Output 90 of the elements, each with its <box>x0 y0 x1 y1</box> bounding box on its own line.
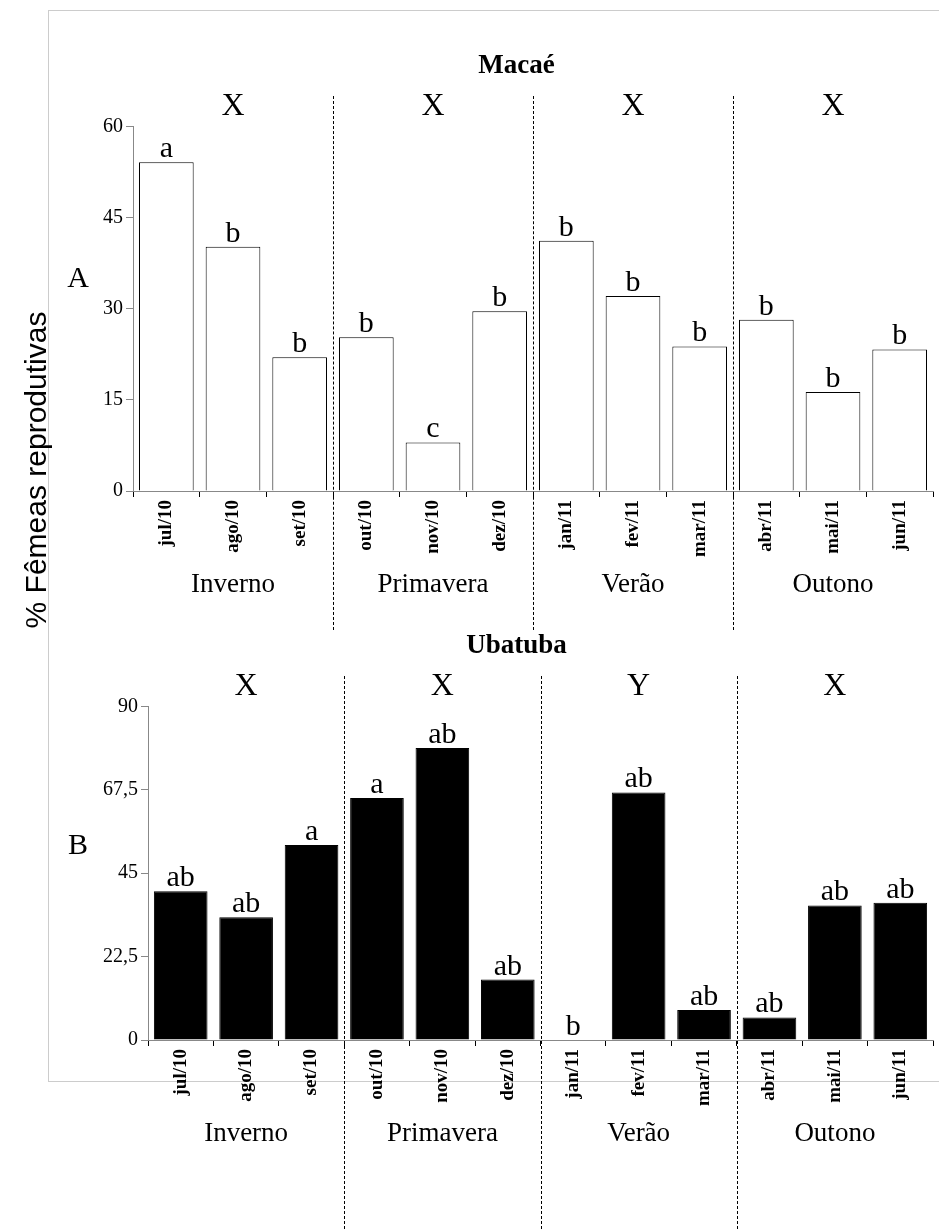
annotation: c <box>426 410 440 444</box>
x-tick-label: set/10 <box>299 1049 321 1096</box>
text: A <box>67 260 90 294</box>
y-tick-label: 0 <box>113 478 123 501</box>
x-tick-label: nov/10 <box>430 1049 452 1103</box>
text: X <box>430 665 454 702</box>
x-tick-label: abr/11 <box>757 1049 779 1101</box>
text: X <box>821 85 845 122</box>
annotation: ab <box>166 859 195 893</box>
y-tick-label: 45 <box>103 204 123 227</box>
annotation: a <box>370 765 384 799</box>
y-tick-label: 22,5 <box>103 943 138 966</box>
annotation: b <box>225 214 241 248</box>
x-tick-label: jun/11 <box>888 1049 910 1101</box>
annotation: ab <box>820 873 850 907</box>
y-axis-title: % Fêmeas reprodutivas <box>19 311 53 629</box>
chart-title: Macaé <box>478 49 555 80</box>
y-tick-label: 90 <box>118 693 138 716</box>
bar <box>219 917 273 1040</box>
text: X <box>421 85 445 122</box>
y-tick-label: 60 <box>103 113 123 136</box>
bar <box>415 747 470 1040</box>
x-tick-label: dez/10 <box>495 1049 517 1101</box>
text: X <box>823 665 847 702</box>
x-tick-label: jul/10 <box>168 1049 190 1097</box>
text: X <box>221 85 245 122</box>
x-tick-label: abr/11 <box>754 500 776 552</box>
text: B <box>67 827 89 861</box>
x-tick-label: mar/11 <box>691 1049 713 1107</box>
text: Outono <box>792 568 874 599</box>
text: Verão <box>607 1117 671 1148</box>
bar <box>677 1009 731 1040</box>
x-tick-label: out/10 <box>364 1049 386 1100</box>
chart-title: Ubatuba <box>466 629 568 660</box>
bar <box>873 902 928 1040</box>
text: Inverno <box>204 1117 289 1148</box>
text: Primavera <box>377 568 489 599</box>
bar <box>350 797 404 1040</box>
annotation: b <box>558 208 574 242</box>
text: Primavera <box>386 1117 498 1148</box>
annotation: ab <box>886 870 915 904</box>
x-tick-label: jan/11 <box>561 1049 583 1100</box>
bar <box>742 1017 797 1040</box>
annotation: b <box>358 305 374 339</box>
annotation: ab <box>428 715 457 749</box>
annotation: ab <box>493 947 522 981</box>
bar <box>284 845 339 1040</box>
bar <box>808 905 862 1040</box>
text: Outono <box>794 1117 876 1148</box>
text: Inverno <box>191 568 275 599</box>
annotation: b <box>292 325 308 359</box>
bar <box>153 891 208 1040</box>
annotation: ab <box>689 977 719 1011</box>
x-tick-label: jan/11 <box>554 500 576 551</box>
annotation: b <box>565 1008 581 1042</box>
x-tick-label: nov/10 <box>420 500 442 554</box>
y-tick-label: 30 <box>103 295 123 318</box>
y-tick-label: 0 <box>128 1027 138 1050</box>
text: X <box>621 85 645 122</box>
x-tick-label: fev/11 <box>620 500 642 548</box>
y-tick-label: 45 <box>118 860 138 883</box>
annotation: b <box>892 317 908 351</box>
annotation: ab <box>231 885 261 919</box>
annotation: a <box>304 813 319 847</box>
text: X <box>234 665 258 702</box>
x-tick-label: out/10 <box>354 500 376 551</box>
text: Verão <box>601 568 665 599</box>
annotation: b <box>825 359 841 393</box>
annotation: ab <box>624 760 653 794</box>
x-tick-label: mai/11 <box>822 1049 844 1103</box>
x-tick-label: jun/11 <box>887 500 909 552</box>
x-tick-label: mar/11 <box>687 500 709 558</box>
x-tick-label: fev/11 <box>626 1049 648 1097</box>
annotation: a <box>159 130 173 164</box>
text: Y <box>627 665 651 702</box>
x-tick-label: set/10 <box>287 500 309 547</box>
annotation: b <box>625 263 641 297</box>
annotation: b <box>492 279 508 313</box>
x-tick-label: mai/11 <box>820 500 842 554</box>
annotation: b <box>692 314 708 348</box>
bar <box>611 792 666 1040</box>
x-tick-label: ago/10 <box>234 1049 256 1102</box>
x-tick-label: ago/10 <box>220 500 242 553</box>
x-tick-label: dez/10 <box>487 500 509 552</box>
annotation: ab <box>755 985 784 1019</box>
annotation: b <box>758 287 774 321</box>
x-tick-label: jul/10 <box>154 500 176 548</box>
y-tick-label: 67,5 <box>103 777 138 800</box>
y-tick-label: 15 <box>103 387 123 410</box>
bar <box>480 979 535 1040</box>
